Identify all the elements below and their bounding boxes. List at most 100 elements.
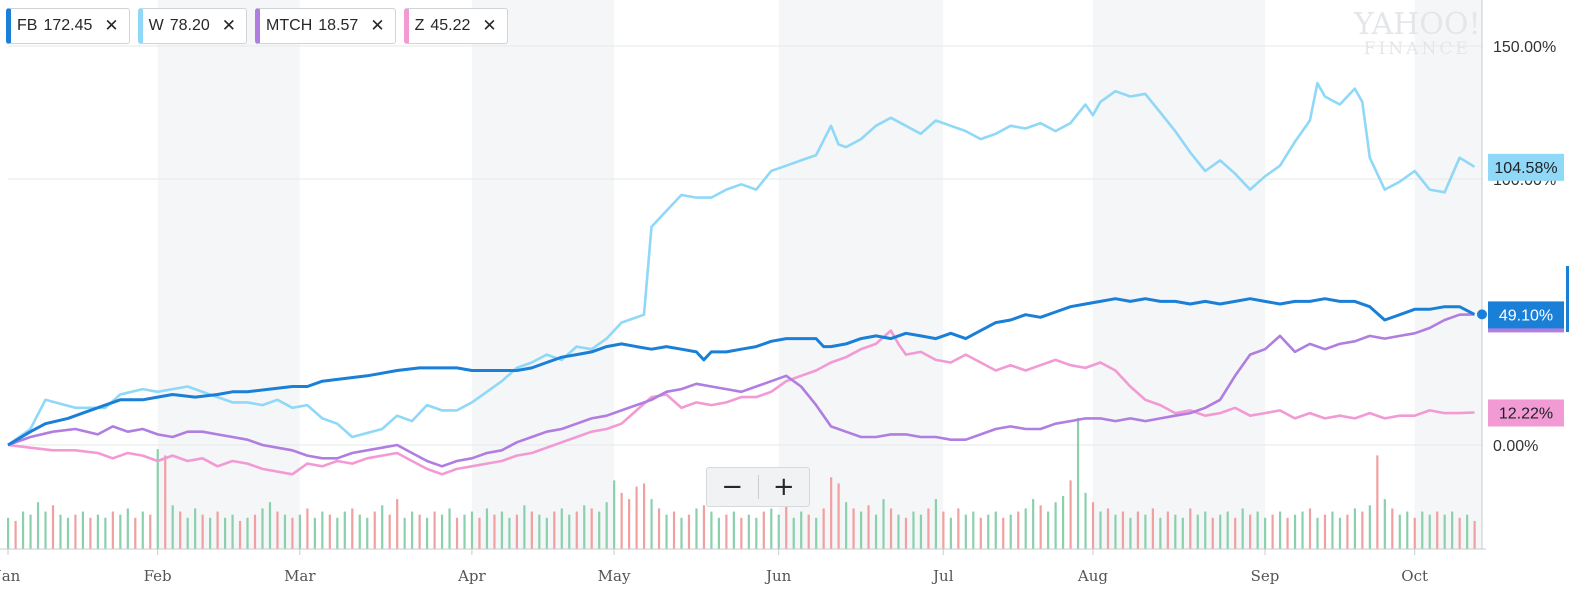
volume-bar	[934, 499, 937, 549]
volume-bar	[89, 517, 92, 549]
volume-bar	[179, 511, 182, 549]
close-icon[interactable]: ✕	[370, 16, 385, 35]
volume-bar	[381, 505, 384, 549]
volume-bar	[1226, 511, 1229, 549]
volume-bar	[650, 499, 653, 549]
close-icon[interactable]: ✕	[482, 16, 497, 35]
volume-bar	[126, 508, 129, 549]
volume-bar	[1331, 511, 1334, 549]
volume-bar	[1368, 505, 1371, 549]
volume-bar	[1061, 495, 1065, 549]
volume-bar	[186, 517, 189, 549]
y-tick-label: 150.00%	[1493, 39, 1556, 56]
legend-chip-mtch[interactable]: MTCH 18.57 ✕	[255, 8, 396, 44]
volume-bar	[523, 505, 526, 549]
close-icon[interactable]: ✕	[104, 16, 119, 35]
volume-bar	[253, 514, 257, 549]
volume-bar	[291, 517, 294, 549]
volume-bar	[1241, 508, 1244, 549]
volume-bar	[904, 517, 908, 549]
volume-bar	[156, 449, 159, 549]
month-band	[299, 0, 472, 549]
month-band	[8, 0, 158, 549]
volume-bar	[470, 511, 474, 549]
volume-bar	[194, 508, 197, 549]
volume-bar	[1458, 517, 1461, 549]
zoom-out-button[interactable]: −	[707, 468, 758, 506]
zoom-in-button[interactable]: +	[759, 468, 810, 506]
volume-bar	[538, 514, 541, 549]
volume-bar	[1174, 514, 1177, 549]
volume-bar	[747, 514, 750, 549]
volume-bar	[1278, 511, 1282, 549]
volume-bar	[1166, 511, 1169, 549]
x-tick-label: Apr	[457, 567, 486, 585]
volume-bar	[1413, 517, 1416, 549]
volume-bar	[1323, 514, 1327, 549]
pill-background	[1488, 153, 1564, 181]
legend-chip-w[interactable]: W 78.20 ✕	[137, 8, 248, 44]
volume-bar	[1398, 514, 1401, 549]
volume-bar	[1121, 511, 1125, 549]
volume-bar	[740, 517, 743, 549]
legend-chip-z[interactable]: Z 45.22 ✕	[403, 8, 508, 44]
volume-bar	[321, 511, 324, 549]
volume-bar	[1032, 499, 1035, 549]
volume-bar	[463, 514, 466, 549]
legend: FB 172.45 ✕ W 78.20 ✕ MTCH 18.57 ✕ Z 45.…	[6, 8, 508, 44]
volume-bar	[74, 514, 77, 549]
volume-bar	[1129, 517, 1132, 549]
volume-bar	[964, 514, 967, 549]
volume-bar	[500, 511, 504, 549]
x-tick-label: Jun	[764, 567, 792, 585]
volume-bar	[1451, 511, 1454, 549]
volume-bar	[762, 511, 765, 549]
volume-bar	[1002, 517, 1005, 549]
legend-symbol: FB	[17, 17, 38, 34]
last-value-pill-w: 104.58%	[1488, 153, 1564, 181]
volume-bar	[717, 517, 721, 549]
volume-bar	[485, 508, 489, 549]
volume-bar	[1249, 514, 1252, 549]
volume-bar	[1443, 514, 1446, 549]
volume-bar	[1421, 511, 1424, 549]
volume-bar	[568, 514, 571, 549]
volume-bar	[1009, 514, 1012, 549]
legend-chip-fb[interactable]: FB 172.45 ✕	[6, 8, 130, 44]
volume-bar	[942, 511, 945, 549]
volume-bar	[815, 517, 818, 549]
logo-line2: FINANCE	[1363, 39, 1471, 59]
volume-bar	[396, 499, 399, 549]
volume-bar	[852, 508, 855, 549]
close-icon[interactable]: ✕	[221, 16, 237, 35]
volume-bar	[927, 508, 930, 549]
legend-symbol: Z	[414, 17, 425, 34]
month-band	[1414, 0, 1482, 549]
pill-label: 12.22%	[1499, 405, 1553, 422]
volume-bar	[912, 511, 915, 549]
volume-bar	[21, 511, 25, 549]
volume-bar	[351, 508, 354, 549]
volume-bars	[7, 417, 1476, 549]
volume-bar	[223, 517, 227, 549]
volume-bar	[605, 502, 608, 549]
month-band	[614, 0, 779, 549]
volume-bar	[553, 511, 556, 549]
volume-bar	[702, 505, 706, 549]
volume-bar	[1346, 514, 1349, 549]
volume-bar	[418, 514, 421, 549]
volume-bar	[81, 511, 85, 549]
zoom-control: − +	[706, 467, 810, 507]
volume-bar	[448, 508, 451, 549]
volume-bar	[216, 511, 219, 549]
month-band	[471, 0, 615, 549]
volume-bar	[298, 514, 302, 549]
volume-bar	[1301, 511, 1304, 549]
volume-bar	[1316, 517, 1319, 549]
volume-bar	[792, 517, 795, 549]
scroll-indicator	[1566, 266, 1569, 332]
volume-bar	[104, 517, 107, 549]
legend-value: 78.20	[169, 17, 210, 34]
volume-bar	[545, 517, 548, 549]
